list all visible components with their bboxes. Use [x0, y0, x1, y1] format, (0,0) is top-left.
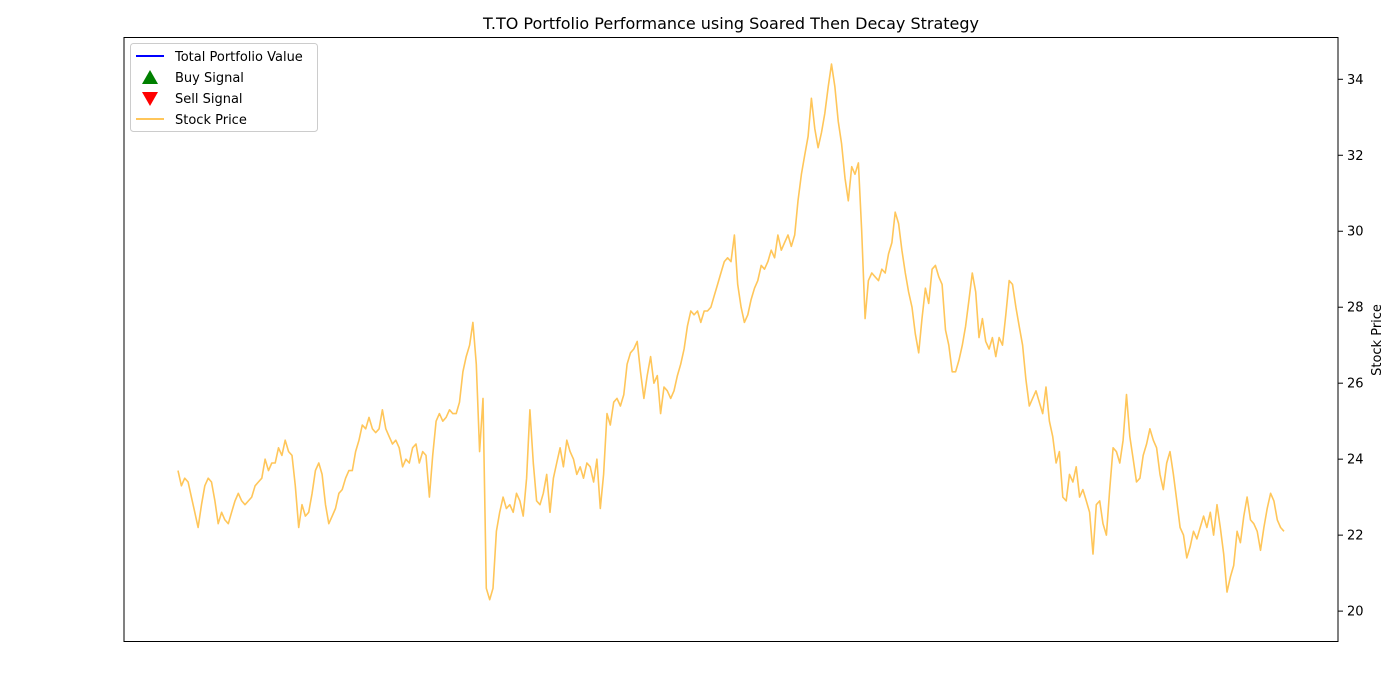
- legend-buy-triangle-icon: [142, 70, 158, 84]
- legend-label-buy: Buy Signal: [175, 71, 244, 86]
- legend-sell-triangle-icon: [142, 92, 158, 106]
- legend-label-stock-price: Stock Price: [175, 113, 247, 128]
- y-tick-label: 20: [1347, 605, 1364, 620]
- plot-area-frame: [123, 37, 1339, 642]
- y-axis-label: Stock Price: [1370, 304, 1385, 376]
- legend-box: [130, 43, 318, 132]
- series-line-stock-price: [177, 63, 1285, 601]
- legend-label-portfolio: Total Portfolio Value: [174, 50, 303, 65]
- y-tick-label: 28: [1347, 301, 1364, 316]
- y-tick-label: 32: [1347, 149, 1364, 164]
- legend-label-sell: Sell Signal: [175, 92, 243, 107]
- plot-series-layer: [177, 63, 1285, 601]
- chart-title: T.TO Portfolio Performance using Soared …: [482, 14, 979, 33]
- y-axis-ticks: 20 22 24 26 28 30 32 34: [1338, 73, 1364, 620]
- y-tick-label: 26: [1347, 377, 1364, 392]
- y-tick-label: 30: [1347, 225, 1364, 240]
- y-tick-label: 34: [1347, 73, 1364, 88]
- legend: Total Portfolio Value Buy Signal Sell Si…: [130, 43, 318, 132]
- y-tick-label: 22: [1347, 529, 1364, 544]
- y-tick-label: 24: [1347, 453, 1364, 468]
